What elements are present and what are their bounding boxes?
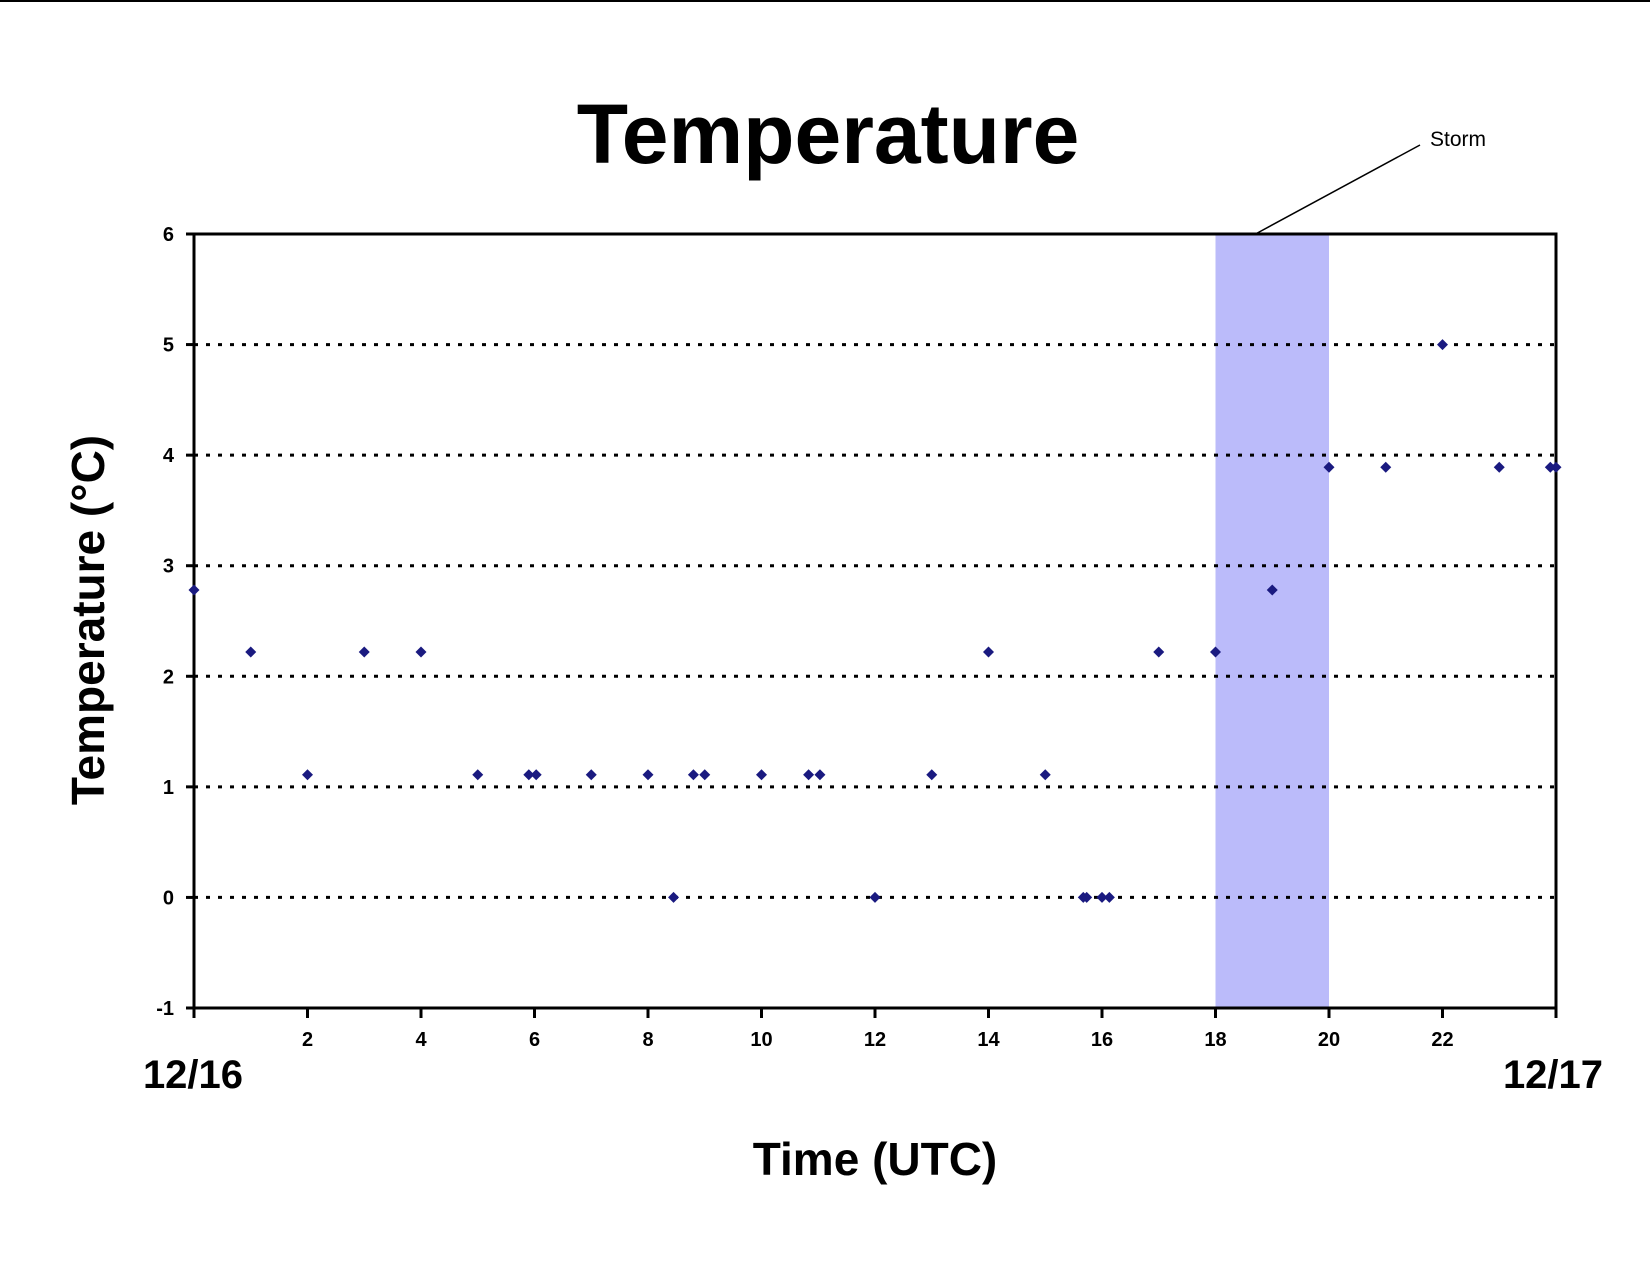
data-point	[415, 646, 427, 658]
data-point	[1039, 769, 1051, 781]
data-point	[245, 646, 257, 658]
y-tick-label: -1	[156, 998, 174, 1020]
y-tick-label: 3	[163, 556, 174, 578]
data-point	[472, 769, 484, 781]
data-point	[642, 769, 654, 781]
data-point	[687, 769, 699, 781]
data-point	[926, 769, 938, 781]
top-border-rule	[0, 0, 1650, 2]
data-point	[1380, 461, 1392, 473]
x-tick-label: 12	[864, 1029, 886, 1051]
y-axis-label: Temperature (°C)	[62, 435, 114, 805]
y-tick-label: 5	[163, 335, 174, 357]
data-point	[1081, 891, 1093, 903]
data-point	[803, 769, 815, 781]
data-point	[302, 769, 313, 781]
data-point	[1544, 461, 1556, 473]
y-tick-label: 6	[163, 224, 174, 246]
x-tick-label: 4	[415, 1029, 427, 1051]
x-tick-label: 18	[1204, 1029, 1226, 1051]
data-point	[814, 769, 826, 781]
storm-annotation-label: Storm	[1430, 128, 1486, 151]
x-tick-label: 20	[1318, 1029, 1340, 1051]
data-point	[1266, 584, 1278, 596]
x-tick-label: 2	[302, 1029, 313, 1051]
data-point	[1550, 461, 1562, 473]
x-tick-label: 14	[977, 1029, 1000, 1051]
x-tick-label: 10	[750, 1029, 772, 1051]
data-point	[983, 646, 994, 658]
x-tick-label: 8	[642, 1029, 653, 1051]
data-points	[188, 339, 1562, 903]
storm-annotation-leader	[1255, 144, 1421, 235]
gridlines	[194, 343, 1556, 899]
data-point	[1103, 891, 1115, 903]
data-point	[1323, 461, 1335, 473]
y-tick-label: 4	[163, 445, 175, 467]
y-tick-labels: -1 0 1 2 3 4 5 6	[156, 224, 175, 1020]
data-point	[188, 584, 200, 596]
data-point	[1210, 646, 1221, 658]
start-date-label: 12/16	[143, 1053, 243, 1097]
y-tick-label: 0	[163, 887, 174, 909]
data-point	[869, 891, 881, 903]
x-tick-label: 22	[1431, 1029, 1453, 1051]
end-date-label: 12/17	[1503, 1053, 1603, 1097]
data-point	[699, 769, 711, 781]
axis-ticks	[186, 232, 1558, 1018]
y-tick-label: 1	[163, 777, 174, 799]
plot-frame	[192, 232, 1558, 1010]
data-point	[358, 646, 370, 658]
y-tick-label: 2	[163, 666, 174, 688]
data-point	[1153, 646, 1165, 658]
storm-band-layer	[1215, 234, 1329, 1008]
chart-title: Temperature	[577, 87, 1080, 181]
data-point	[1096, 891, 1108, 903]
x-axis-label: Time (UTC)	[753, 1133, 998, 1185]
storm-band	[1215, 234, 1329, 1008]
x-tick-label: 16	[1091, 1029, 1113, 1051]
data-point	[1493, 461, 1505, 473]
data-point	[668, 891, 680, 903]
data-point	[523, 769, 535, 781]
data-point	[530, 769, 542, 781]
x-tick-label: 6	[529, 1029, 540, 1051]
x-tick-labels: 2 4 6 8 10 12 14 16 18 20 22	[302, 1029, 1454, 1051]
data-point	[756, 769, 767, 781]
data-point	[1437, 339, 1448, 351]
data-point	[585, 769, 597, 781]
